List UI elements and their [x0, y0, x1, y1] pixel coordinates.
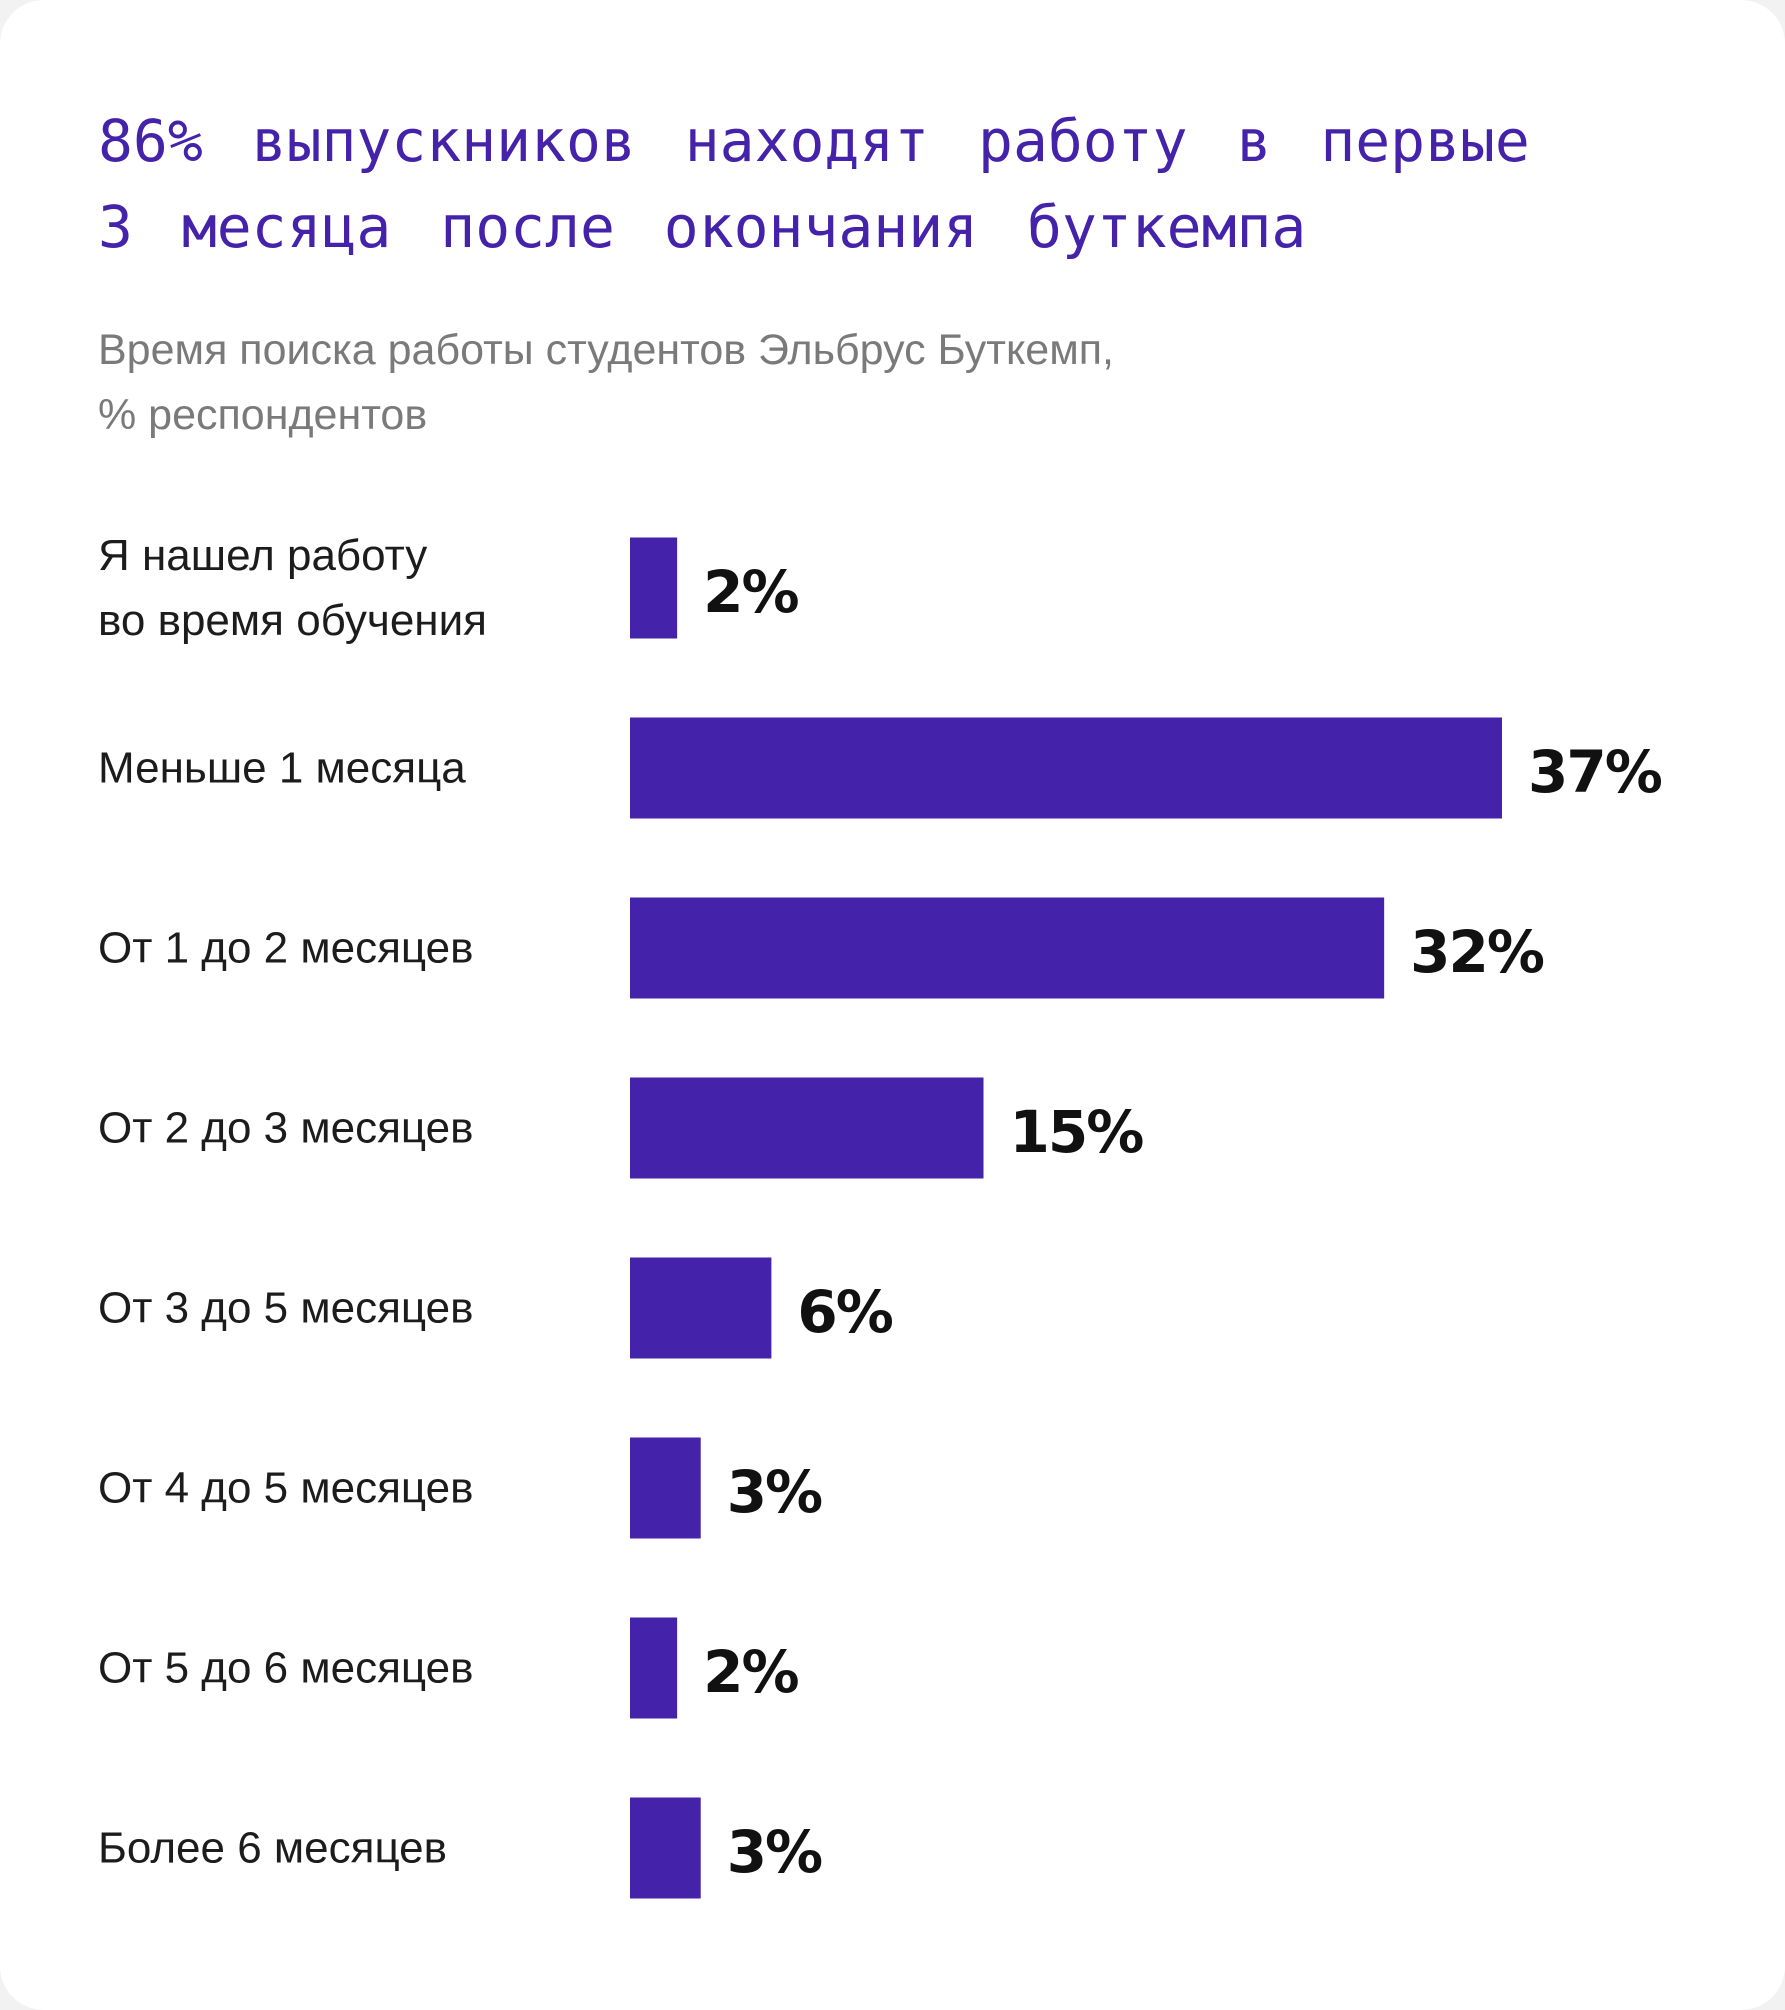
value-label: 15% — [1010, 1098, 1144, 1166]
value-label: 2% — [703, 1638, 798, 1706]
chart-title: 86% выпускников находят работу в первые … — [98, 98, 1658, 270]
value-label: 37% — [1528, 738, 1662, 806]
category-label: От 1 до 2 месяцев — [98, 924, 473, 973]
category-label: Я нашел работу во время обучения — [98, 531, 487, 645]
value-label: 3% — [727, 1458, 822, 1526]
bar — [630, 1257, 772, 1359]
category-label: От 3 до 5 месяцев — [98, 1284, 473, 1333]
bar — [630, 1437, 701, 1539]
bar — [630, 717, 1502, 819]
bar — [630, 1617, 678, 1719]
value-label: 3% — [727, 1818, 822, 1886]
category-label-line: От 5 до 6 месяцев — [98, 1644, 473, 1693]
value-label: 6% — [797, 1278, 892, 1346]
value-label: 32% — [1410, 918, 1544, 986]
category-label: Меньше 1 месяца — [98, 744, 466, 793]
bar — [630, 537, 678, 639]
bar — [630, 897, 1385, 999]
bar — [630, 1797, 701, 1899]
category-label-line: Меньше 1 месяца — [98, 744, 466, 793]
category-label-line: во время обучения — [98, 596, 487, 645]
category-label-line: От 4 до 5 месяцев — [98, 1464, 473, 1513]
category-label: От 5 до 6 месяцев — [98, 1644, 473, 1693]
value-label: 2% — [703, 558, 798, 626]
category-label-line: От 2 до 3 месяцев — [98, 1104, 473, 1153]
chart-subtitle-line-2: % респондентов — [98, 391, 428, 439]
category-label-line: От 3 до 5 месяцев — [98, 1284, 473, 1333]
chart-title-line-1: 86% выпускников находят работу в первые — [98, 107, 1530, 175]
category-label: Более 6 месяцев — [98, 1824, 447, 1873]
chart-title-line-2: 3 месяца после окончания буткемпа — [98, 193, 1307, 261]
category-label-line: От 1 до 2 месяцев — [98, 924, 473, 973]
category-label: От 4 до 5 месяцев — [98, 1464, 473, 1513]
chart-subtitle: Время поиска работы студентов Эльбрус Бу… — [98, 318, 1498, 448]
category-label-line: Я нашел работу — [98, 531, 427, 580]
category-label-line: Более 6 месяцев — [98, 1824, 447, 1873]
category-label: От 2 до 3 месяцев — [98, 1104, 473, 1153]
chart-subtitle-line-1: Время поиска работы студентов Эльбрус Бу… — [98, 326, 1115, 374]
bar — [630, 1077, 984, 1179]
